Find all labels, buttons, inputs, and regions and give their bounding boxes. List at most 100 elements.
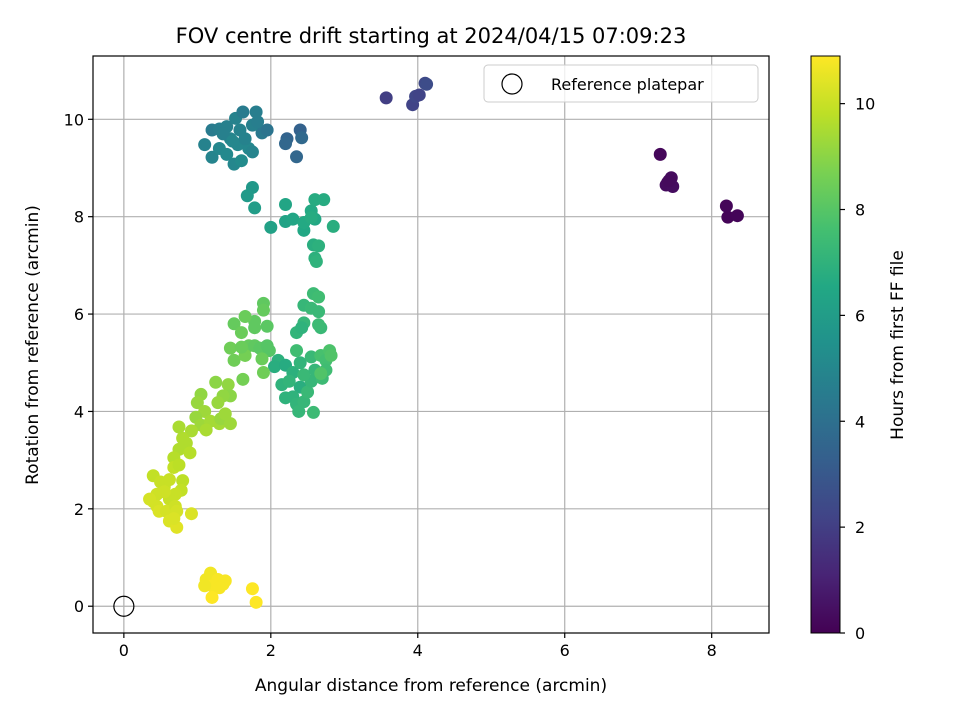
data-point [295,321,309,335]
colorbar-tick-label: 10 [855,95,875,114]
data-point [297,395,311,409]
data-points [143,76,744,609]
data-point [256,303,270,317]
x-tick-label: 0 [119,641,129,660]
y-tick-label: 2 [74,500,84,519]
data-point [238,310,252,324]
data-point [234,340,248,354]
data-point [205,590,219,604]
data-point [312,239,326,253]
data-point [412,88,426,102]
data-point [267,360,281,374]
data-point [721,210,735,224]
data-point [172,458,186,472]
data-point [279,137,293,151]
data-point [233,123,247,137]
data-point [290,150,304,164]
x-tick-label: 2 [266,641,276,660]
data-point [245,145,259,159]
data-point [199,423,213,437]
data-point [205,150,219,164]
data-point [212,581,226,595]
legend-marker-icon [501,73,523,95]
data-point [292,404,306,418]
colorbar-tick-label: 8 [855,201,865,220]
data-point [218,407,232,421]
data-point [662,174,676,188]
plot-area: 0 2 4 6 8 0 2 4 6 8 10 [64,55,770,660]
data-point [260,319,274,333]
data-point [240,189,254,203]
data-point [220,147,234,161]
y-tick-label: 0 [74,597,84,616]
data-point [653,147,667,161]
data-point [216,127,230,141]
y-tick-label: 10 [64,110,84,129]
plot-frame [92,55,770,634]
data-point [317,193,331,207]
data-point [223,341,237,355]
data-point [234,154,248,168]
data-point [264,220,278,234]
data-point [255,352,269,366]
data-point [286,212,300,226]
data-point [248,201,262,215]
reference-platepar-marker [113,595,135,617]
colorbar-ticks: 0 2 4 6 8 10 [840,95,875,643]
x-tick-label: 6 [560,641,570,660]
plot-background [93,56,769,633]
colorbar-gradient [810,55,841,634]
y-tick-label: 4 [74,402,84,421]
data-point [256,365,270,379]
data-point [295,131,309,145]
data-point [279,391,293,405]
reference-marker [113,595,135,617]
colorbar-tick-label: 0 [855,624,865,643]
y-axis-ticks: 0 2 4 6 8 10 [64,110,93,616]
data-point [227,317,241,331]
data-point [379,91,393,105]
data-point [260,123,274,137]
x-axis-label: Angular distance from reference (arcmin) [255,676,607,696]
data-point [297,368,311,382]
data-point [312,290,326,304]
data-point [326,219,340,233]
data-point [719,199,733,213]
data-point [730,209,744,223]
legend-label: Reference platepar [551,75,704,94]
data-point [312,318,326,332]
legend: Reference platepar [483,64,759,103]
data-point [198,579,212,593]
data-point [184,507,198,521]
x-axis-ticks: 0 2 4 6 8 [119,633,717,660]
y-tick-label: 8 [74,208,84,227]
data-point [301,385,315,399]
data-point [279,198,293,212]
colorbar-tick-label: 6 [855,306,865,325]
colorbar: 0 2 4 6 8 10 Hours from first FF file [810,55,908,643]
data-point [249,595,263,609]
x-tick-label: 8 [707,641,717,660]
data-point [324,348,338,362]
data-point [304,211,318,225]
data-point [209,375,223,389]
data-point [211,396,225,410]
data-point [420,77,434,91]
data-point [198,138,212,152]
legend-box [483,64,759,103]
data-point [167,512,181,526]
data-point [176,474,190,488]
data-point [251,115,265,129]
data-point [190,396,204,410]
colorbar-tick-label: 4 [855,412,865,431]
data-point [293,356,307,370]
data-point [172,420,186,434]
data-point [304,350,318,364]
chart-title: FOV centre drift starting at 2024/04/15 … [176,24,687,48]
x-tick-label: 4 [413,641,423,660]
data-point [236,372,250,386]
data-point [249,105,263,119]
data-point [306,405,320,419]
data-point [309,254,323,268]
